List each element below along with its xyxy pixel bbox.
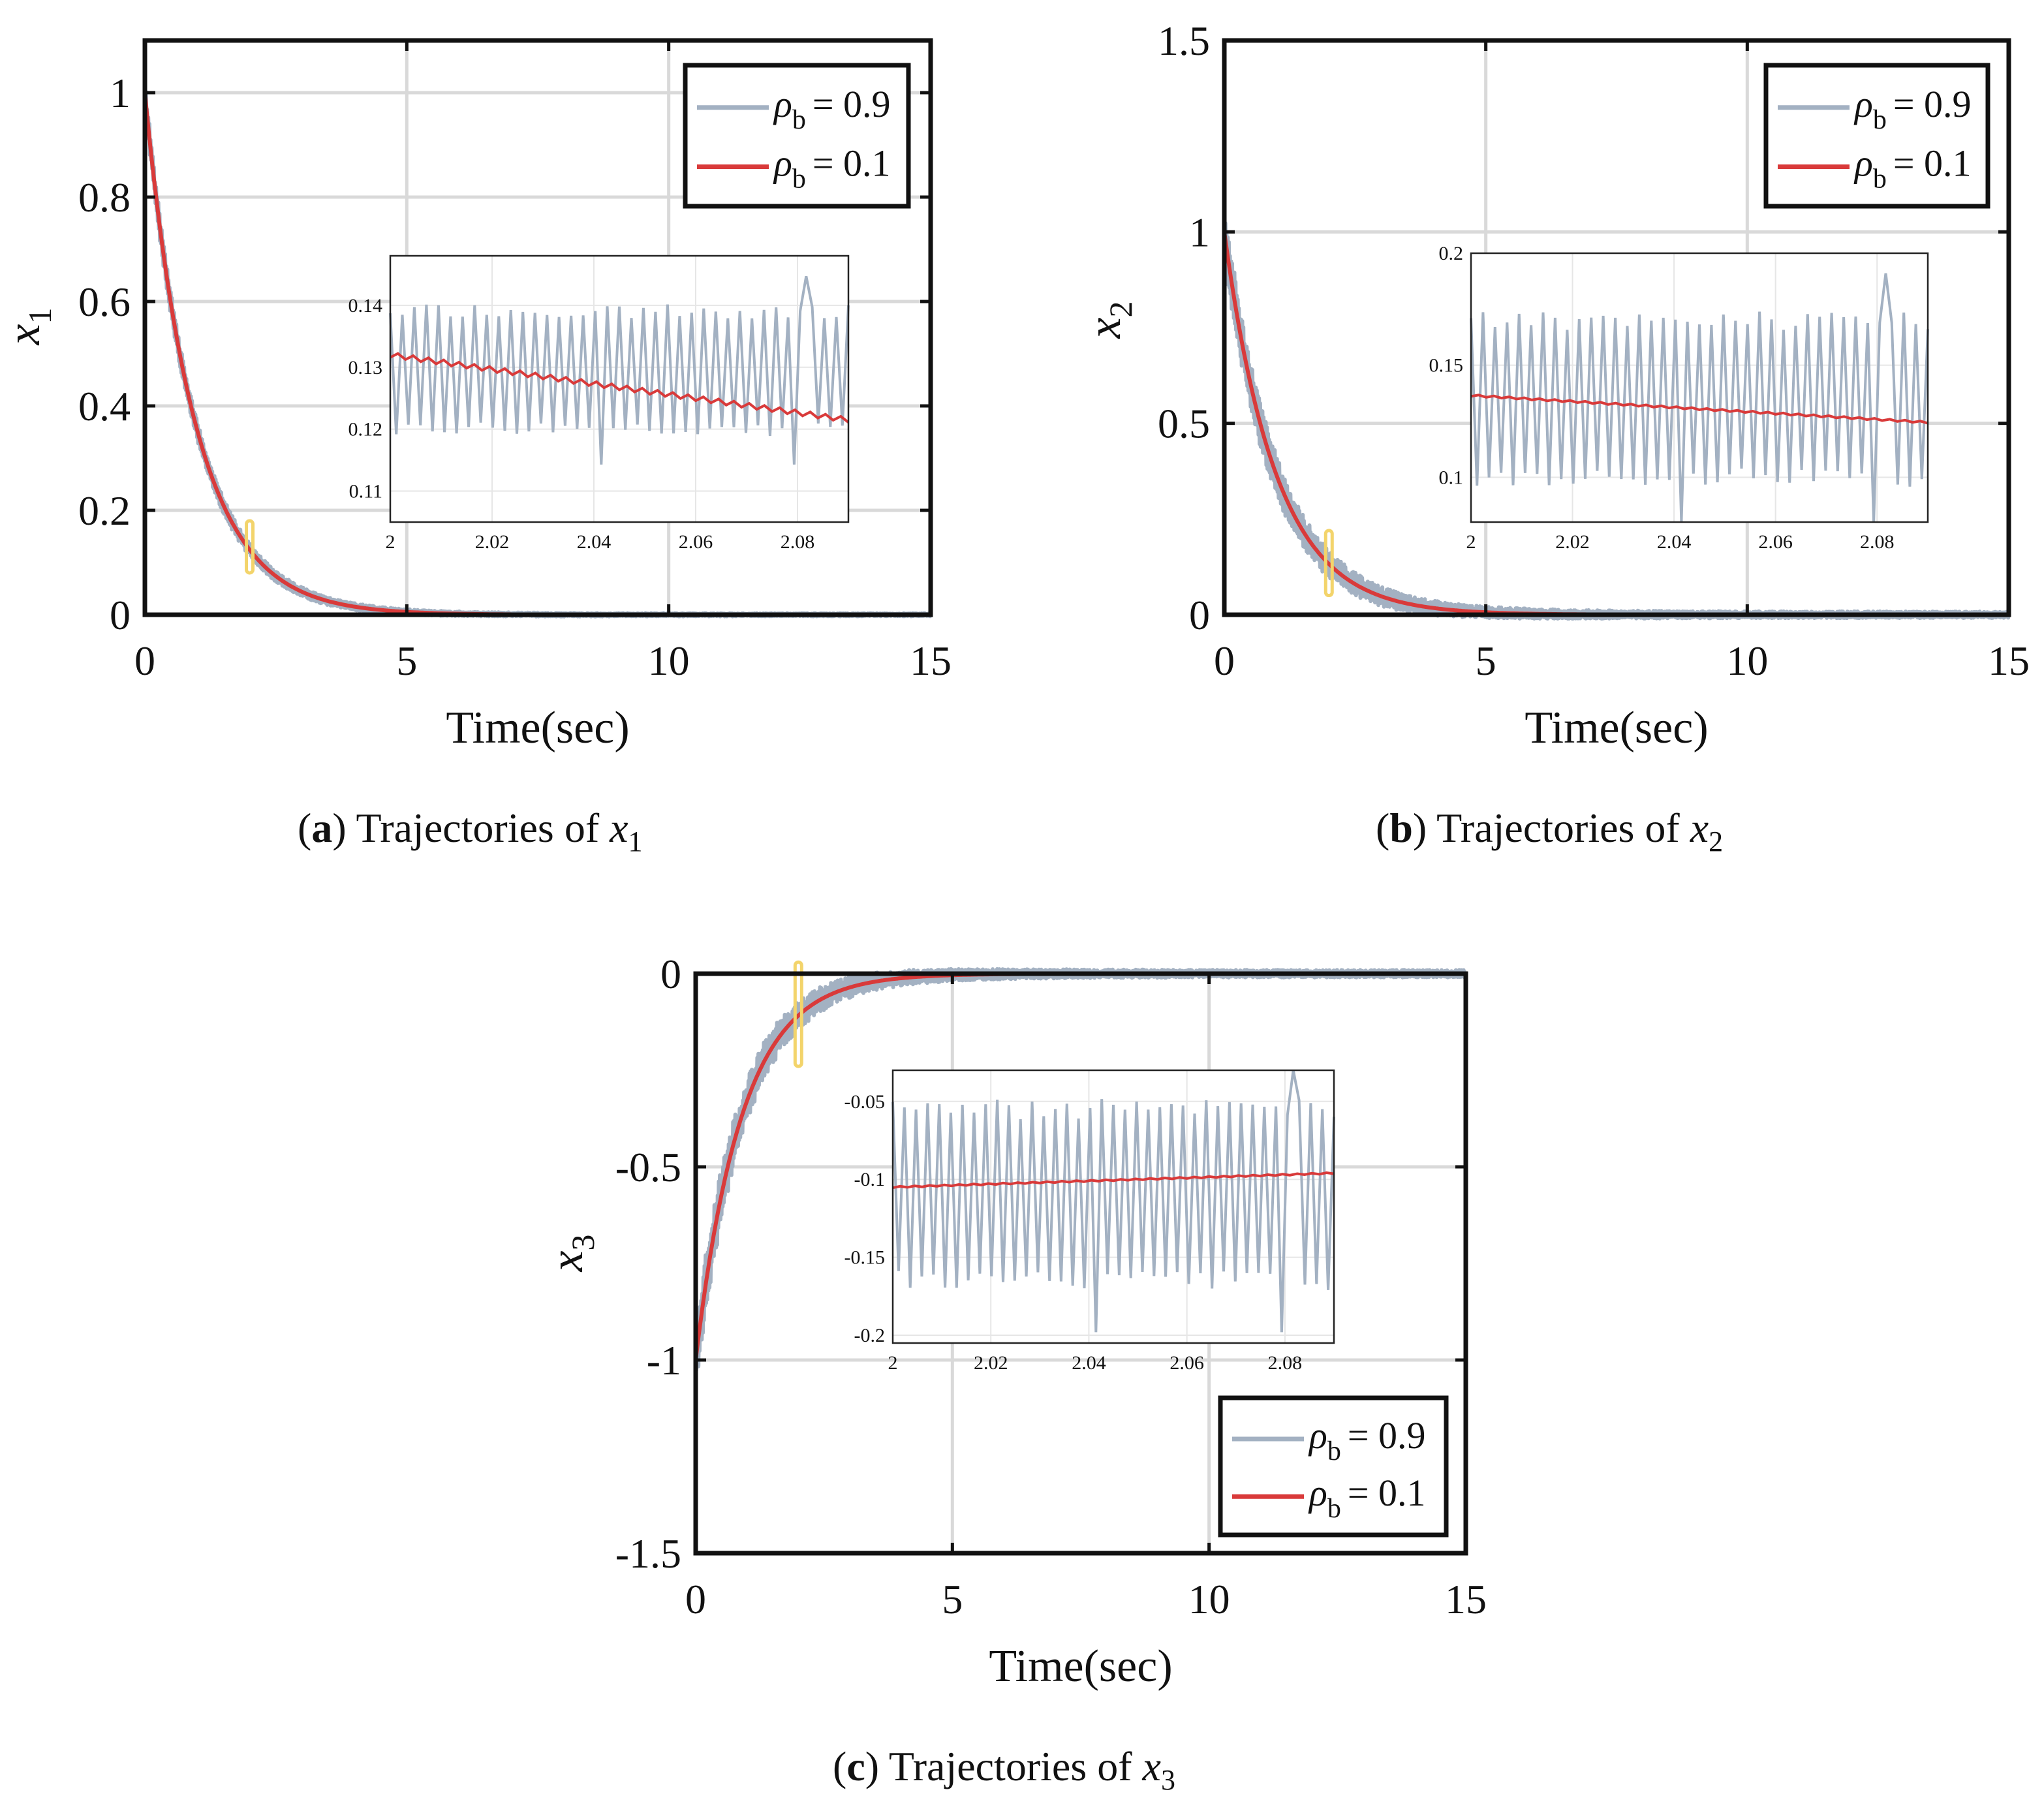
inset-x-tick-label: 2.08 (1268, 1352, 1303, 1374)
inset-x-tick-label: 2.02 (475, 531, 510, 553)
inset-x-tick-label: 2 (1466, 531, 1476, 553)
legend-box (1218, 1395, 1449, 1538)
axes-frame (1222, 38, 2011, 617)
y-axis-label: x3 (540, 1235, 601, 1273)
y-tick-label: 0.2 (78, 487, 131, 534)
inset-x-tick-label: 2.08 (781, 531, 815, 553)
caption-c: (c) Trajectories of x3 (833, 1743, 1175, 1796)
legend: ρb = 0.9 ρb = 0.1 (1763, 63, 1990, 209)
inset-x-tick-label: 2.02 (974, 1352, 1008, 1374)
inset-frame (389, 255, 850, 523)
legend-label-rho-0.9: ρb = 0.9 (1853, 83, 1972, 135)
y-tick-label: 0 (110, 592, 131, 638)
inset-series-rho-0.9-line (1470, 273, 1929, 523)
legend-label-rho-0.1: ρb = 0.1 (773, 142, 891, 194)
caption-a: (a) Trajectories of x1 (298, 805, 643, 858)
inset-x-tick-label: 2.04 (577, 531, 612, 553)
inset-series-rho-0.1-line (390, 352, 850, 424)
inset-y-tick-label: 0.11 (349, 481, 382, 502)
inset-x-tick-label: 2.04 (1657, 531, 1692, 553)
legend-label-rho-0.9: ρb = 0.9 (1308, 1414, 1426, 1466)
inset-y-tick-label: 0.2 (1439, 243, 1464, 264)
axes-frame (693, 971, 1468, 1556)
x-tick-label: 10 (648, 638, 690, 684)
inset-y-tick-label: 0.12 (348, 419, 383, 441)
inset-y-tick-label: 0.15 (1429, 355, 1464, 377)
inset-series-rho-0.1-line (1470, 394, 1928, 425)
inset-frame (891, 1069, 1335, 1344)
y-axis-label: x2 (1078, 302, 1139, 339)
y-tick-label: 0.5 (1158, 401, 1210, 447)
zoom-window-marker (1324, 529, 1334, 598)
x-tick-label: 0 (1214, 638, 1235, 684)
y-tick-label: 1.5 (1158, 18, 1210, 64)
y-tick-label: 1 (1189, 209, 1210, 255)
inset-y-tick-label: 0.14 (348, 295, 383, 317)
inset-x-tick-label: 2 (888, 1352, 898, 1374)
inset-series-rho-0.9-line (891, 1070, 1335, 1333)
inset-series-rho-0.1-line (892, 1171, 1335, 1190)
inset-zoom: 2 2.02 2.04 2.06 2.08 0.1 0.15 0.2 (1429, 243, 1929, 553)
legend: ρb = 0.9 ρb = 0.1 (1218, 1395, 1449, 1538)
inset-y-tick-label: -0.05 (844, 1091, 886, 1113)
inset-x-tick-label: 2.02 (1555, 531, 1590, 553)
y-tick-label: -0.5 (615, 1144, 681, 1190)
legend: ρb = 0.9 ρb = 0.1 (683, 63, 911, 209)
x-axis-label: Time(sec) (989, 1641, 1172, 1692)
inset-x-tick-label: 2 (386, 531, 395, 553)
subplot-x2: 0 5 10 15 0 0.5 1 1.5 Time(sec) x2 ρb = 0.9 ρb = 0.1 2… (1078, 18, 2030, 753)
y-tick-label: 1 (110, 70, 131, 116)
legend-label-rho-0.1: ρb = 0.1 (1308, 1472, 1426, 1524)
x-tick-label: 0 (685, 1576, 706, 1622)
x-tick-label: 10 (1188, 1576, 1230, 1622)
x-tick-label: 5 (942, 1576, 963, 1622)
x-tick-label: 10 (1726, 638, 1768, 684)
x-tick-label: 5 (396, 638, 417, 684)
legend-label-rho-0.9: ρb = 0.9 (773, 83, 891, 135)
inset-x-tick-label: 2.08 (1860, 531, 1895, 553)
inset-zoom: 2 2.02 2.04 2.06 2.08 -0.2 -0.15 -0.1 -0.05 (844, 1069, 1335, 1374)
inset-zoom: 2 2.02 2.04 2.06 2.08 0.11 0.12 0.13 0.14 (348, 255, 850, 553)
x-tick-label: 15 (1988, 638, 2030, 684)
y-tick-label: -1.5 (615, 1530, 681, 1577)
x-tick-label: 15 (910, 638, 952, 684)
zoom-window-marker (245, 519, 255, 575)
inset-series-rho-0.9-line (389, 275, 850, 465)
y-tick-label: 0.6 (78, 279, 131, 325)
inset-x-tick-label: 2.04 (1072, 1352, 1106, 1374)
caption-b: (b) Trajectories of x2 (1376, 805, 1724, 858)
inset-x-tick-label: 2.06 (1758, 531, 1793, 553)
x-tick-label: 0 (134, 638, 155, 684)
inset-y-tick-label: 0.1 (1439, 467, 1464, 488)
y-tick-label: 0 (1189, 592, 1210, 638)
x-tick-label: 15 (1445, 1576, 1487, 1622)
x-tick-label: 5 (1476, 638, 1496, 684)
inset-y-tick-label: -0.1 (854, 1169, 886, 1190)
x-axis-label: Time(sec) (446, 703, 629, 753)
y-tick-label: 0.4 (78, 383, 131, 429)
inset-y-tick-label: -0.15 (844, 1247, 886, 1269)
legend-box (683, 63, 911, 209)
inset-y-tick-label: -0.2 (854, 1325, 886, 1346)
y-tick-label: -1 (647, 1337, 681, 1384)
x-axis-label: Time(sec) (1525, 703, 1708, 753)
y-tick-label: 0 (660, 951, 681, 997)
y-tick-label: 0.8 (78, 174, 131, 221)
zoom-window-marker (793, 960, 803, 1068)
inset-frame (1470, 252, 1929, 523)
axes-frame (142, 38, 933, 617)
legend-box (1763, 63, 1990, 209)
y-axis-label: x1 (0, 308, 58, 346)
inset-y-tick-label: 0.13 (348, 357, 383, 379)
inset-x-tick-label: 2.06 (1169, 1352, 1204, 1374)
legend-label-rho-0.1: ρb = 0.1 (1853, 142, 1972, 194)
inset-x-tick-label: 2.06 (679, 531, 713, 553)
